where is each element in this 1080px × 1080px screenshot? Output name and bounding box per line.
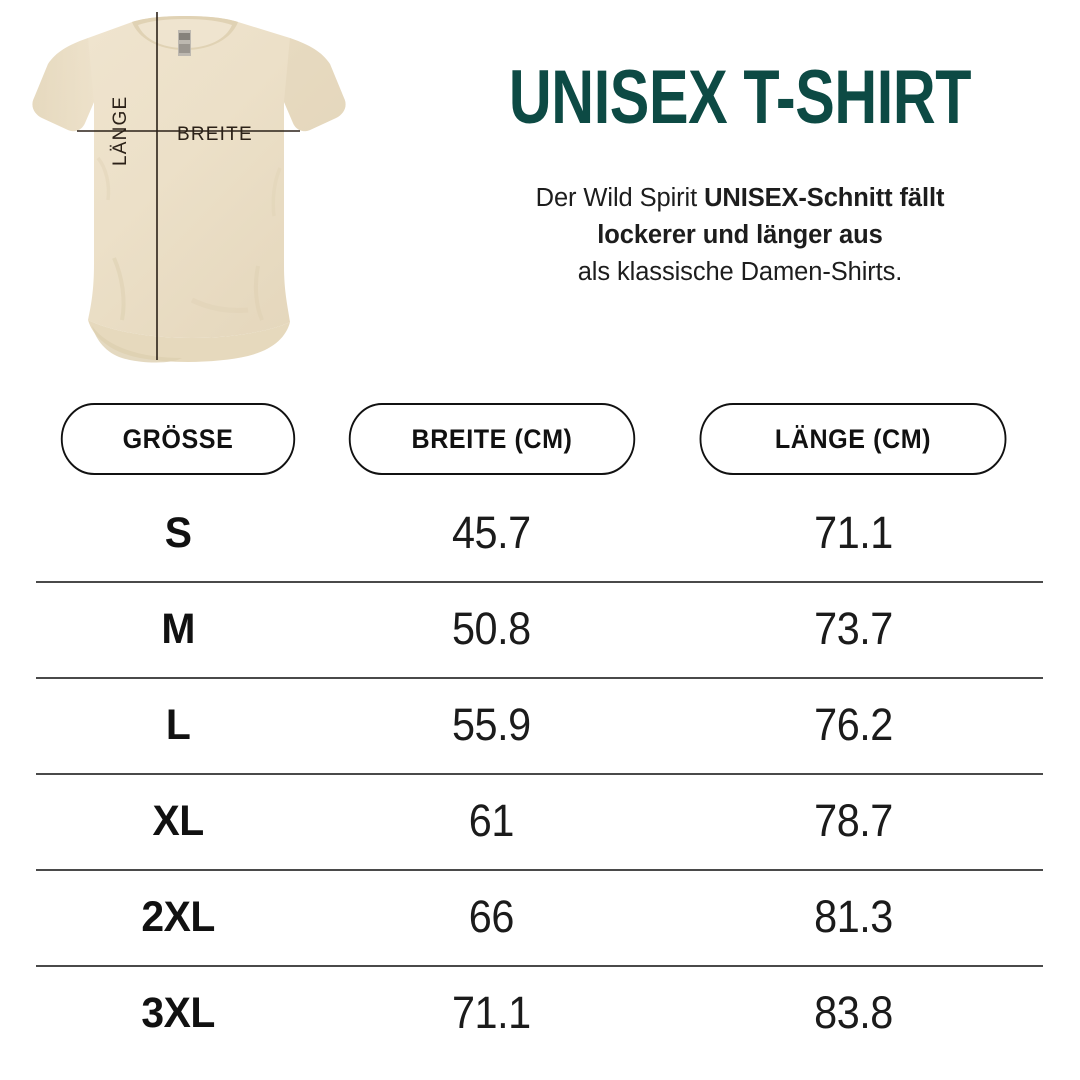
cell-laenge: 73.7 bbox=[814, 603, 893, 654]
table-row: S 45.7 71.1 bbox=[0, 485, 1080, 581]
cell-breite: 55.9 bbox=[452, 699, 531, 750]
cell-size: M bbox=[161, 604, 195, 653]
page-title: UNISEX T-SHIRT bbox=[508, 55, 972, 140]
cell-laenge: 78.7 bbox=[814, 795, 893, 846]
laenge-measure-label: LÄNGE bbox=[110, 95, 131, 166]
table-row: 3XL 71.1 83.8 bbox=[0, 965, 1080, 1061]
size-table: GRÖSSE BREITE (CM) LÄNGE (CM) S 45.7 71.… bbox=[0, 385, 1080, 1080]
subtitle-text: Der Wild Spirit UNISEX-Schnitt fällt loc… bbox=[400, 180, 1080, 291]
cell-size: S bbox=[164, 508, 192, 557]
cell-laenge: 81.3 bbox=[814, 891, 893, 942]
table-header-row: GRÖSSE BREITE (CM) LÄNGE (CM) bbox=[36, 401, 1044, 477]
cell-breite: 66 bbox=[469, 891, 515, 942]
cell-breite: 45.7 bbox=[452, 507, 531, 558]
subtitle-line-3: als klassische Damen-Shirts. bbox=[577, 258, 903, 287]
header-pill-breite: BREITE (CM) bbox=[348, 403, 635, 475]
table-row: 2XL 66 81.3 bbox=[0, 869, 1080, 965]
header-section: BREITE LÄNGE UNISEX T-SHIRT Der Wild Spi… bbox=[0, 0, 1080, 385]
tshirt-illustration-icon bbox=[32, 12, 346, 363]
header-pill-groesse: GRÖSSE bbox=[60, 403, 296, 475]
cell-laenge: 83.8 bbox=[814, 987, 893, 1038]
cell-size: L bbox=[165, 700, 191, 749]
subtitle-line-2-bold: lockerer und länger aus bbox=[597, 221, 883, 250]
table-row: L 55.9 76.2 bbox=[0, 677, 1080, 773]
cell-size: XL bbox=[152, 796, 204, 845]
table-body: S 45.7 71.1 M 50.8 73.7 L 55.9 76.2 XL 6… bbox=[0, 485, 1080, 1061]
subtitle-line-1-bold: UNISEX-Schnitt fällt bbox=[704, 184, 945, 213]
cell-size: 2XL bbox=[141, 892, 215, 941]
header-cell-laenge: LÄNGE (CM) bbox=[663, 403, 1044, 475]
header-pill-laenge: LÄNGE (CM) bbox=[700, 403, 1007, 475]
headline-block: UNISEX T-SHIRT Der Wild Spirit UNISEX-Sc… bbox=[400, 0, 1080, 385]
table-row: XL 61 78.7 bbox=[0, 773, 1080, 869]
cell-size: 3XL bbox=[141, 988, 215, 1037]
cell-laenge: 71.1 bbox=[814, 507, 893, 558]
cell-breite: 61 bbox=[469, 795, 515, 846]
header-cell-size: GRÖSSE bbox=[36, 403, 320, 475]
cell-breite: 71.1 bbox=[452, 987, 531, 1038]
table-row: M 50.8 73.7 bbox=[0, 581, 1080, 677]
subtitle-line-1-normal: Der Wild Spirit bbox=[535, 184, 705, 213]
cell-breite: 50.8 bbox=[452, 603, 531, 654]
breite-measure-label: BREITE bbox=[177, 124, 253, 145]
cell-laenge: 76.2 bbox=[814, 699, 893, 750]
subtitle-line-1: Der Wild Spirit UNISEX-Schnitt fällt bbox=[426, 180, 1054, 217]
header-cell-breite: BREITE (CM) bbox=[320, 403, 663, 475]
tshirt-measurement-figure: BREITE LÄNGE bbox=[22, 8, 352, 376]
